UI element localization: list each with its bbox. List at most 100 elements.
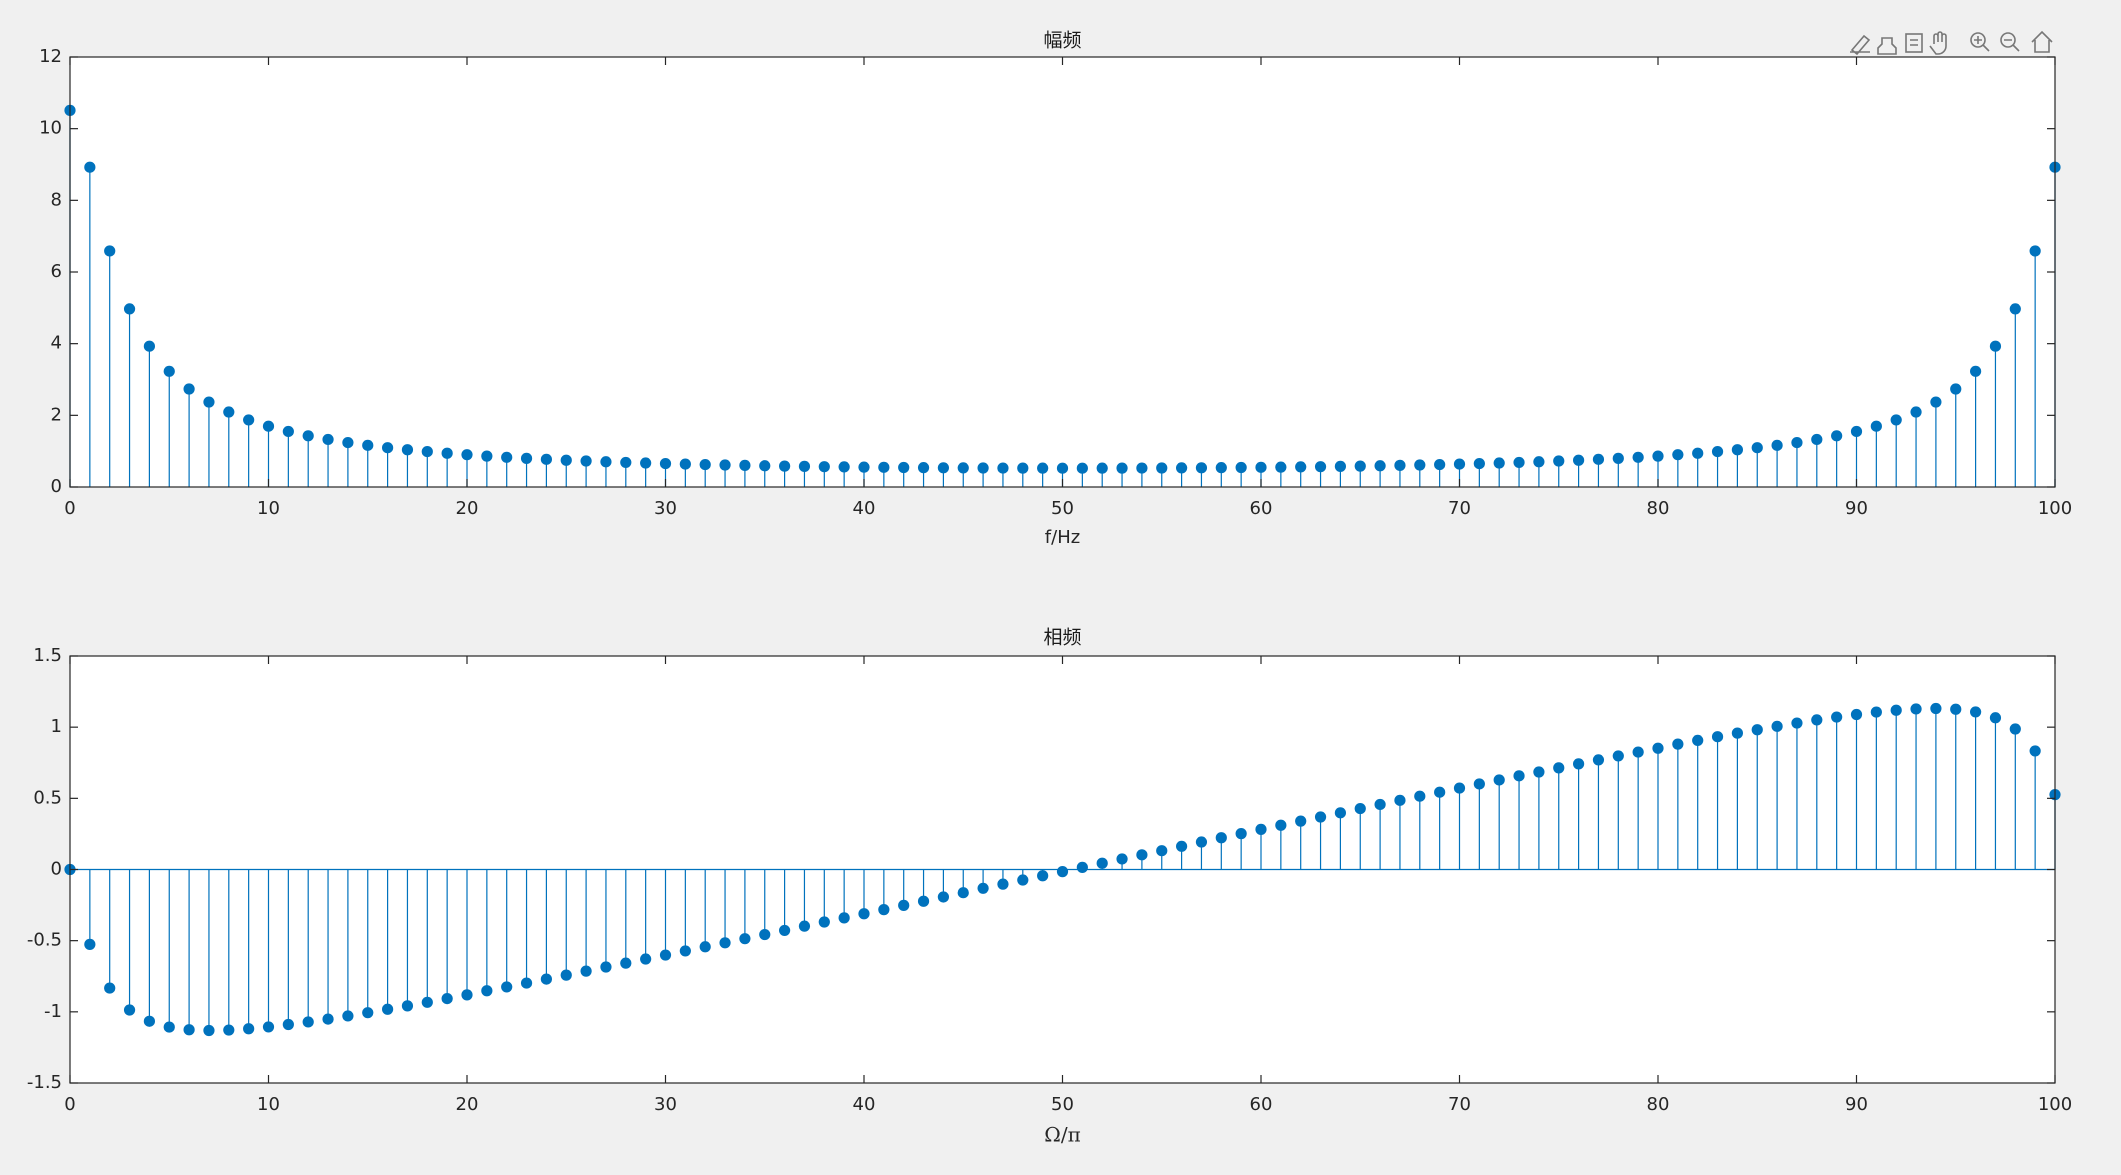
stem-marker bbox=[1652, 450, 1664, 462]
stem-marker bbox=[1890, 704, 1902, 716]
stem-marker bbox=[1632, 451, 1644, 463]
stem-marker bbox=[560, 454, 572, 466]
stem-marker bbox=[997, 462, 1009, 474]
stem-marker bbox=[104, 245, 116, 257]
stem-marker bbox=[838, 461, 850, 473]
stem-marker bbox=[1771, 720, 1783, 732]
stem-marker bbox=[123, 303, 136, 315]
stem-marker bbox=[1870, 706, 1882, 718]
stem-marker bbox=[878, 461, 890, 473]
home-tool[interactable] bbox=[2031, 30, 2053, 53]
stem-marker bbox=[620, 456, 632, 469]
stem-marker bbox=[1731, 727, 1743, 739]
stem-marker bbox=[1930, 702, 1942, 715]
stem-marker bbox=[1553, 455, 1565, 467]
stem-marker bbox=[659, 458, 672, 470]
stem-marker bbox=[917, 895, 930, 907]
export-tool[interactable] bbox=[1905, 33, 1923, 53]
stem-marker bbox=[1513, 770, 1525, 782]
stem-marker bbox=[1354, 802, 1366, 815]
stem-marker bbox=[163, 365, 175, 377]
y-tick-label: -1.5 bbox=[27, 1072, 62, 1093]
x-tick-label: 30 bbox=[654, 498, 677, 519]
stem-marker bbox=[719, 937, 731, 949]
stem-marker bbox=[1930, 396, 1942, 408]
stem-marker bbox=[84, 938, 96, 950]
stem-marker bbox=[481, 985, 493, 997]
stem-marker bbox=[1156, 462, 1168, 474]
stem-marker bbox=[1791, 437, 1803, 449]
stem-marker bbox=[898, 899, 910, 911]
stem-marker bbox=[382, 1003, 394, 1015]
x-tick-label: 50 bbox=[1051, 498, 1074, 519]
chart-title: 幅频 bbox=[1043, 30, 1081, 52]
stem-marker bbox=[580, 455, 592, 467]
stem-marker bbox=[1255, 461, 1267, 473]
stem-marker bbox=[640, 953, 652, 965]
y-tick-label: 2 bbox=[51, 404, 62, 425]
stem-marker bbox=[1314, 811, 1327, 823]
stem-marker bbox=[1533, 766, 1545, 778]
stem-marker bbox=[600, 456, 612, 468]
stem-marker bbox=[1374, 798, 1386, 811]
y-tick-label: 6 bbox=[51, 261, 62, 282]
stem-marker bbox=[1692, 447, 1704, 459]
stem-marker bbox=[362, 439, 374, 451]
stem-marker bbox=[1970, 706, 1982, 718]
stem-marker bbox=[243, 414, 255, 426]
stem-marker bbox=[481, 450, 493, 462]
x-tick-label: 10 bbox=[257, 1094, 280, 1115]
y-tick-label: 10 bbox=[39, 118, 62, 139]
stem-marker bbox=[600, 961, 612, 973]
stem-marker bbox=[401, 1000, 414, 1012]
stem-marker bbox=[1850, 425, 1863, 438]
stem-marker bbox=[1573, 454, 1585, 466]
x-tick-label: 40 bbox=[853, 1094, 876, 1115]
stem-marker bbox=[123, 1004, 136, 1016]
stem-marker bbox=[1513, 456, 1525, 469]
stem-marker bbox=[1096, 462, 1108, 474]
x-tick-label: 50 bbox=[1051, 1094, 1074, 1115]
stem-marker bbox=[262, 1021, 275, 1033]
stem-marker bbox=[858, 908, 870, 920]
stem-marker bbox=[243, 1023, 255, 1035]
x-tick-label: 80 bbox=[1647, 1094, 1670, 1115]
stem-marker bbox=[401, 444, 414, 456]
stem-marker bbox=[223, 406, 235, 418]
brush-tool[interactable] bbox=[1850, 34, 1871, 56]
stem-marker bbox=[1711, 731, 1724, 743]
stem-marker bbox=[977, 882, 989, 894]
stem-marker bbox=[322, 1013, 334, 1025]
stem-marker bbox=[1910, 406, 1922, 418]
stem-marker bbox=[1811, 714, 1823, 726]
y-tick-label: 0 bbox=[51, 476, 62, 497]
stem-marker bbox=[1037, 462, 1049, 474]
x-tick-label: 30 bbox=[654, 1094, 677, 1115]
stem-marker bbox=[1116, 462, 1128, 474]
stem-marker bbox=[1533, 456, 1545, 468]
stem-marker bbox=[520, 977, 533, 989]
stem-marker bbox=[580, 965, 592, 977]
stem-marker bbox=[1692, 734, 1704, 747]
stem-marker bbox=[1076, 462, 1088, 474]
data-tips-tool[interactable] bbox=[1877, 37, 1897, 55]
stem-marker bbox=[1751, 724, 1763, 736]
stem-marker bbox=[798, 460, 811, 472]
stem-marker bbox=[441, 447, 453, 459]
stem-marker bbox=[1156, 845, 1168, 857]
stem-marker bbox=[719, 459, 731, 471]
stem-marker bbox=[878, 904, 890, 916]
stem-marker bbox=[739, 459, 751, 471]
stem-marker bbox=[798, 920, 811, 932]
pan-tool[interactable] bbox=[1929, 31, 1947, 55]
stem-marker bbox=[620, 957, 632, 969]
x-tick-label: 20 bbox=[456, 1094, 479, 1115]
x-tick-label: 90 bbox=[1845, 1094, 1868, 1115]
zoom-in-tool[interactable] bbox=[1970, 32, 1990, 52]
stem-marker bbox=[1731, 444, 1743, 456]
zoom-out-tool[interactable] bbox=[2000, 32, 2020, 52]
x-tick-label: 40 bbox=[853, 498, 876, 519]
stem-marker bbox=[1136, 849, 1148, 861]
stem-marker bbox=[104, 982, 116, 994]
stem-marker bbox=[1592, 754, 1605, 766]
